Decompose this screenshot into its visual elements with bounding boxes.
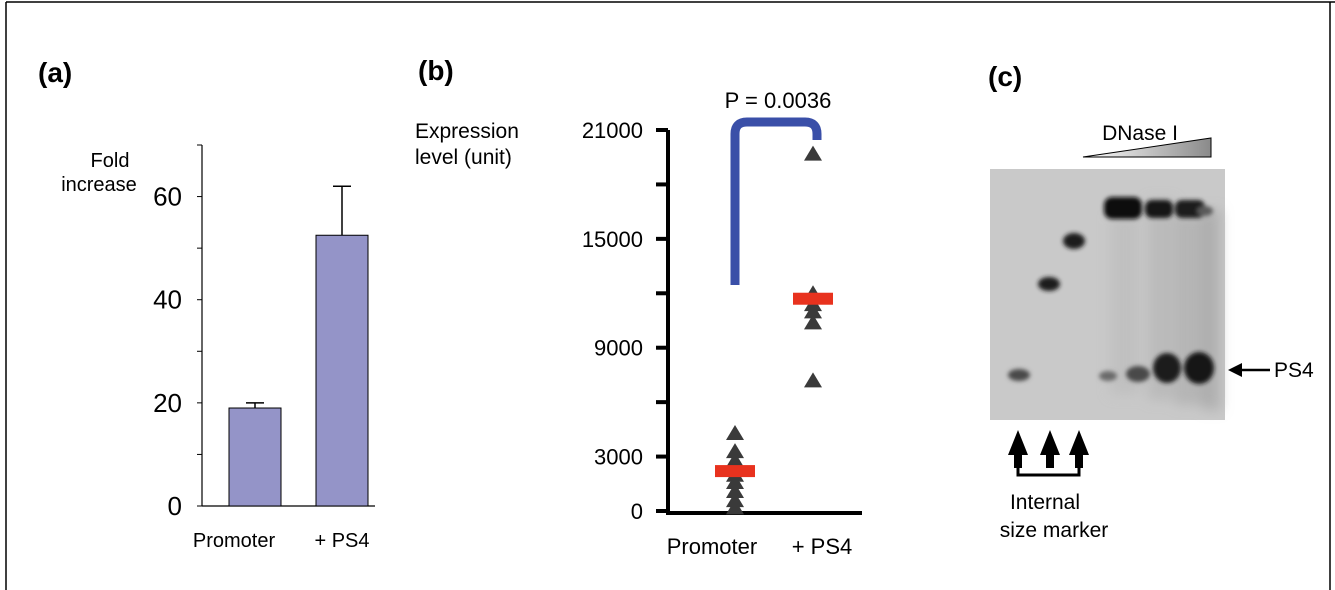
scatter-chart: Expression level (unit) 0 3000 9000 15000 21… (415, 88, 862, 559)
scatter-point (726, 483, 744, 499)
scatter-y-tick-label: 9000 (594, 336, 643, 361)
scatter-point (726, 424, 744, 440)
gel-figure: DNase I PS4 (990, 122, 1314, 542)
marker-band-1 (1008, 369, 1030, 381)
scatter-ylabel-line2: level (unit) (415, 146, 512, 169)
dnase-gradient-wedge (1082, 137, 1212, 158)
gel-lane-smears (1110, 200, 1221, 410)
full-length-band-4 (1197, 206, 1213, 216)
bar (315, 234, 369, 507)
bar-chart: Fold increase 0 20 40 60 Promoter + PS4 (61, 144, 375, 552)
bar-y-tick-label: 0 (168, 491, 182, 521)
bar-ylabel-line2: increase (61, 174, 137, 196)
panel-a-label: (a) (38, 57, 72, 88)
bar-category-label-ps4: + PS4 (314, 530, 369, 552)
internal-marker-label-line1: Internal (1010, 491, 1080, 514)
p-value-label: P = 0.0036 (725, 88, 832, 113)
bar-category-label-promoter: Promoter (193, 530, 276, 552)
full-length-band-3 (1175, 200, 1205, 218)
ps4-band-2 (1126, 366, 1150, 382)
scatter-point (804, 145, 822, 161)
scatter-point (726, 452, 744, 468)
scatter-y-tick-label: 15000 (582, 227, 643, 252)
marker-arrow-2 (1040, 430, 1060, 468)
ps4-band-4 (1184, 352, 1214, 384)
scatter-point (726, 443, 744, 459)
scatter-point (804, 314, 822, 330)
scatter-ylabel-line1: Expression (415, 120, 519, 143)
full-length-band-2 (1145, 200, 1173, 218)
bar-ylabel-line1: Fold (91, 150, 130, 172)
ps4-arrowhead (1228, 363, 1242, 377)
marker-arrow-3 (1069, 430, 1089, 468)
mean-marker (715, 465, 755, 478)
ps4-band-3 (1153, 353, 1181, 383)
marker-arrow-bracket (1016, 468, 1081, 477)
scatter-y-tick-label: 21000 (582, 118, 643, 143)
full-length-band-1 (1104, 197, 1142, 219)
significance-bracket (730, 117, 822, 285)
scatter-category-label-promoter: Promoter (667, 534, 757, 559)
bar-y-tick-label: 60 (153, 182, 182, 212)
scatter-y-tick-label: 3000 (594, 445, 643, 470)
panel-c-label: (c) (988, 61, 1022, 92)
internal-marker-arrows (1008, 430, 1089, 477)
bar (228, 407, 282, 507)
dnase-label: DNase I (1102, 122, 1178, 145)
ps4-band-label: PS4 (1274, 359, 1314, 382)
scatter-y-tick-label: 0 (631, 499, 643, 524)
mean-marker (793, 292, 833, 305)
ps4-band-1 (1099, 371, 1117, 381)
panel-b-label: (b) (418, 55, 454, 86)
scatter-point (726, 473, 744, 489)
scatter-point (726, 499, 744, 515)
scatter-point (804, 303, 822, 319)
marker-arrow-1 (1008, 430, 1028, 468)
marker-band-2 (1038, 277, 1060, 291)
gel-bands (1008, 197, 1214, 384)
bar-y-tick-label: 40 (153, 285, 182, 315)
internal-marker-label-line2: size marker (1000, 519, 1109, 542)
marker-band-3 (1063, 233, 1085, 249)
bar-y-tick-label: 20 (153, 388, 182, 418)
scatter-category-label-ps4: + PS4 (792, 534, 853, 559)
scatter-point (804, 372, 822, 388)
